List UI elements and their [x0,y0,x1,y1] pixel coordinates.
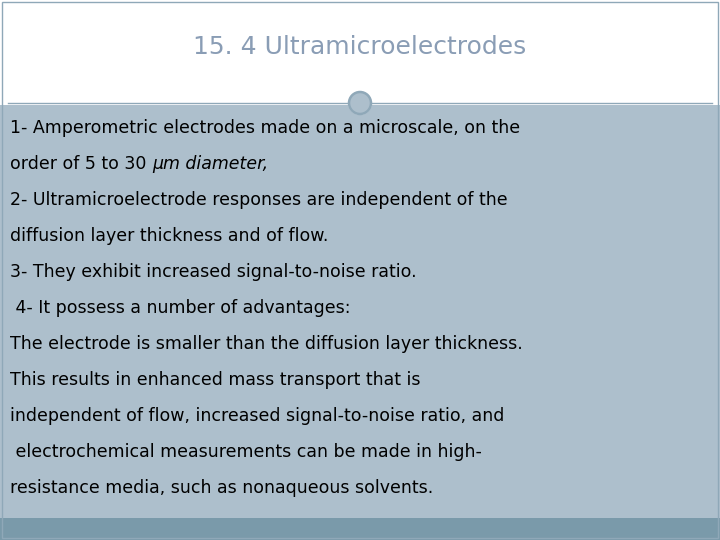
Text: resistance media, such as nonaqueous solvents.: resistance media, such as nonaqueous sol… [10,479,433,497]
Circle shape [348,91,372,115]
Text: 4- It possess a number of advantages:: 4- It possess a number of advantages: [10,299,351,317]
Text: independent of flow, increased signal-to-noise ratio, and: independent of flow, increased signal-to… [10,407,505,425]
Bar [0,0,720,105]
Circle shape [349,92,371,114]
Text: 3- They exhibit increased signal-to-noise ratio.: 3- They exhibit increased signal-to-nois… [10,263,417,281]
Bar [0,518,720,540]
Text: diffusion layer thickness and of flow.: diffusion layer thickness and of flow. [10,227,328,245]
Text: 1- Amperometric electrodes made on a microscale, on the: 1- Amperometric electrodes made on a mic… [10,119,520,137]
Text: μm diameter,: μm diameter, [152,155,268,173]
Text: electrochemical measurements can be made in high-: electrochemical measurements can be made… [10,443,482,461]
Bar [0,105,720,518]
Text: This results in enhanced mass transport that is: This results in enhanced mass transport … [10,371,420,389]
Text: 2- Ultramicroelectrode responses are independent of the: 2- Ultramicroelectrode responses are ind… [10,191,508,209]
Text: The electrode is smaller than the diffusion layer thickness.: The electrode is smaller than the diffus… [10,335,523,353]
Text: order of 5 to 30: order of 5 to 30 [10,155,152,173]
Text: 15. 4 Ultramicroelectrodes: 15. 4 Ultramicroelectrodes [194,35,526,58]
